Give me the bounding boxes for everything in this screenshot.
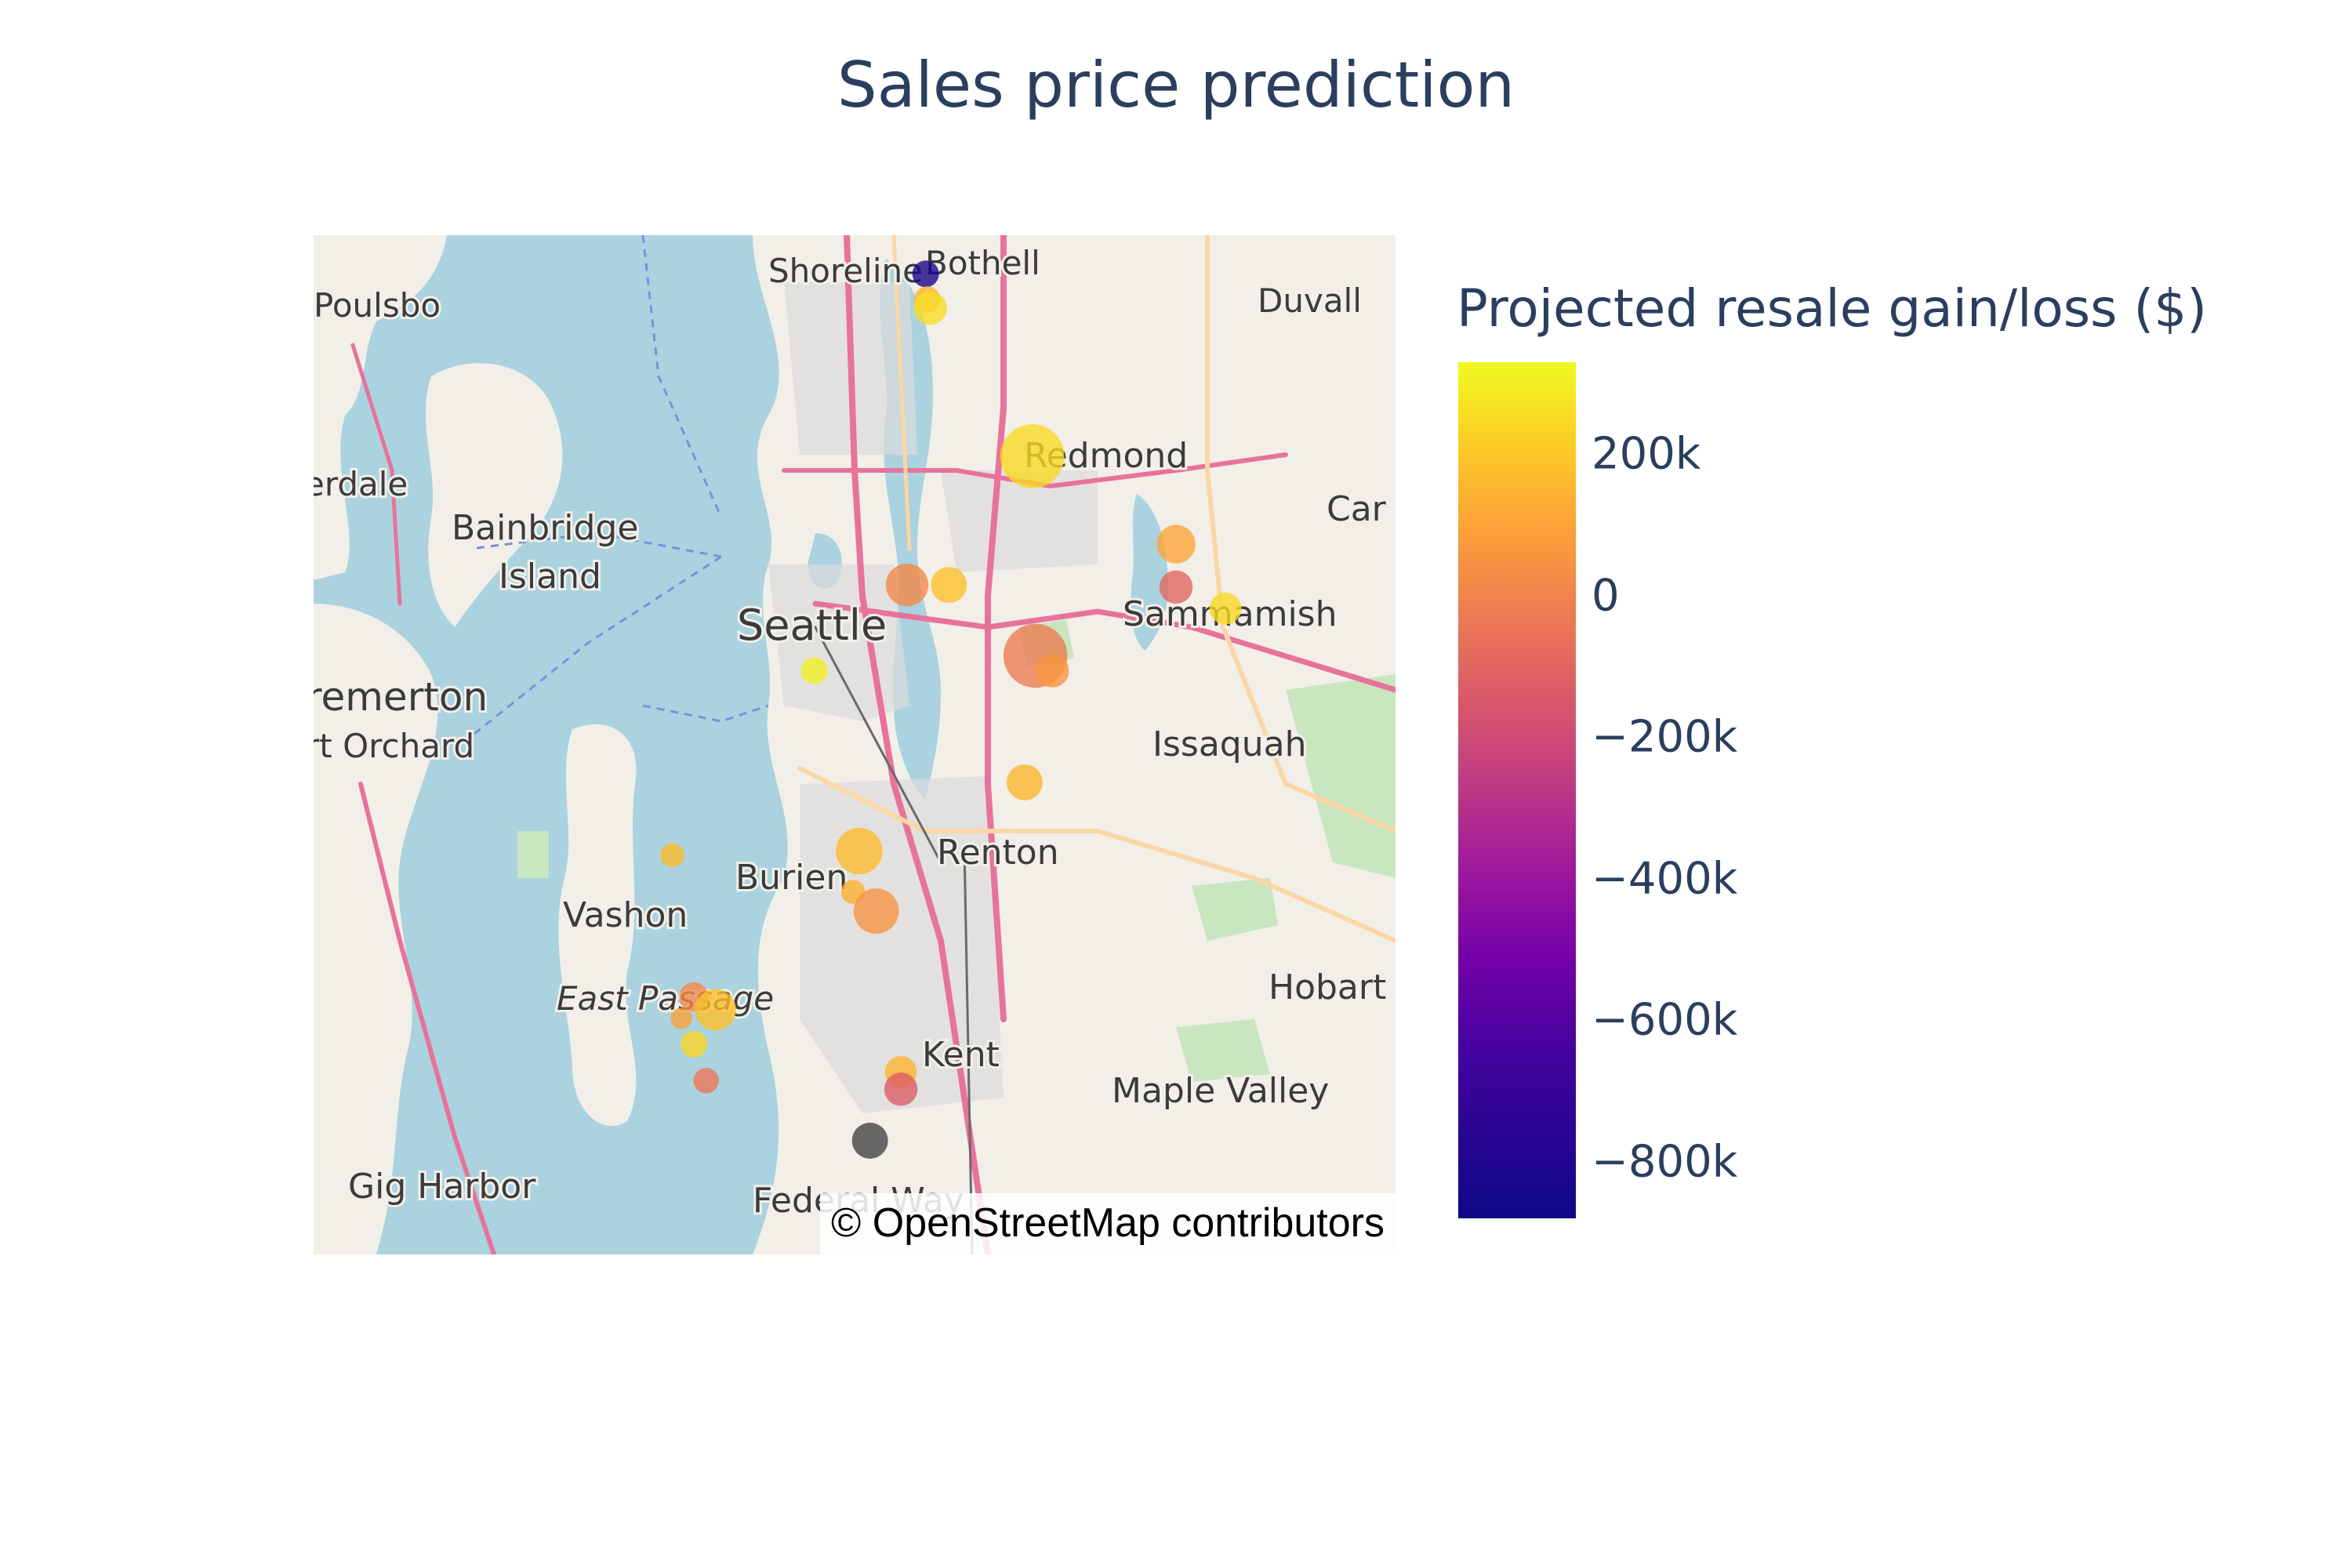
map-point[interactable] — [681, 1030, 707, 1058]
place-label-bothell: Bothell — [925, 244, 1040, 282]
map-point[interactable] — [885, 563, 929, 607]
map-point[interactable] — [912, 260, 939, 288]
roads-layer — [350, 235, 1396, 1254]
map-point[interactable] — [1006, 764, 1043, 800]
colorbar-tick-label: −800k — [1592, 1136, 1738, 1188]
map-point[interactable] — [884, 1073, 918, 1106]
place-label-gig-harbor: Gig Harbor — [348, 1167, 536, 1207]
chart-title: Sales price prediction — [837, 49, 1515, 122]
map-attribution[interactable]: © OpenStreetMap contributors — [820, 1193, 1396, 1254]
map-point[interactable] — [1209, 592, 1242, 625]
place-label-issaquah: Issaquah — [1152, 724, 1306, 764]
colorbar-title: Projected resale gain/loss ($) — [1457, 278, 2208, 339]
place-label-kent: Kent — [922, 1035, 1000, 1075]
place-label-poulsbo: Poulsbo — [314, 286, 441, 325]
map-view[interactable]: Shoreline Bothell Poulsbo Duvall erdale Redmo… — [314, 235, 1396, 1254]
place-label-erdale: erdale — [314, 465, 408, 503]
colorbar-tick-label: −600k — [1592, 994, 1738, 1046]
colorbar-tick-label: −400k — [1592, 853, 1738, 905]
map-point[interactable] — [913, 291, 947, 325]
place-label-east-passage: East Passage — [557, 979, 774, 1018]
map-point[interactable] — [1159, 570, 1193, 604]
colorbar-tick-label: 200k — [1592, 428, 1701, 480]
place-label-renton: Renton — [937, 833, 1059, 873]
map-point[interactable] — [1000, 424, 1065, 488]
place-label-remerton: remerton — [314, 674, 488, 720]
place-label-burien: Burien — [735, 858, 848, 898]
map-point[interactable] — [851, 1122, 888, 1159]
place-label-rt-orchard: rt Orchard — [314, 727, 474, 765]
map-point[interactable] — [1156, 524, 1196, 564]
place-label-maple-valley: Maple Valley — [1112, 1071, 1329, 1111]
place-label-duvall: Duvall — [1258, 281, 1362, 320]
place-label-island: Island — [499, 557, 601, 597]
place-label-bainbridge: Bainbridge — [452, 508, 638, 548]
colorbar-tick-label: −200k — [1592, 711, 1738, 763]
map-point[interactable] — [693, 1068, 719, 1094]
colorbar — [1458, 362, 1576, 1218]
map-point[interactable] — [670, 1007, 692, 1029]
map-point[interactable] — [800, 657, 828, 684]
map-point[interactable] — [931, 567, 967, 604]
map-point[interactable] — [1036, 654, 1069, 688]
points-layer[interactable] — [660, 260, 1242, 1159]
parks-layer — [517, 619, 1396, 1082]
map-point[interactable] — [853, 888, 899, 934]
place-label-shoreline: Shoreline — [768, 252, 923, 290]
map-point[interactable] — [836, 827, 883, 875]
place-label-vashon: Vashon — [563, 895, 688, 935]
map-point[interactable] — [695, 989, 736, 1031]
colorbar-tick-label: 0 — [1592, 570, 1620, 622]
place-label-hobart: Hobart — [1269, 967, 1386, 1007]
place-label-car: Car — [1327, 489, 1387, 529]
ferry-routes — [470, 235, 769, 739]
map-point[interactable] — [660, 843, 684, 868]
place-label-seattle: Seattle — [737, 601, 887, 650]
